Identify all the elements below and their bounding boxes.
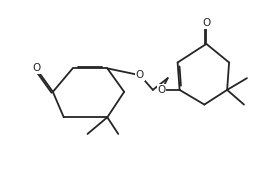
Text: O: O: [202, 18, 211, 28]
Text: O: O: [136, 70, 144, 80]
Text: O: O: [158, 85, 166, 95]
Text: O: O: [32, 63, 40, 73]
